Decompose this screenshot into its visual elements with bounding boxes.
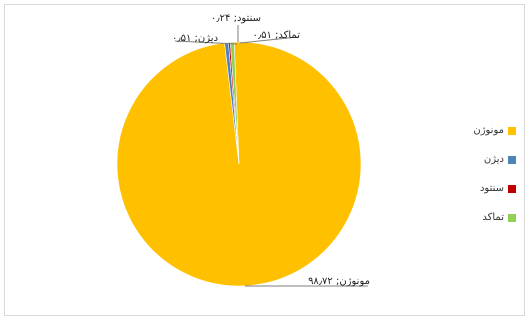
legend-swatch <box>508 184 516 193</box>
leader-line-3 <box>239 36 299 44</box>
legend-label: سنتود <box>479 183 504 194</box>
data-label-2: سنتود; ۰٫۲۴ <box>211 13 261 24</box>
chart-legend: مونوژن دیژن سنتود تماکد <box>446 116 516 232</box>
legend-item-sentod: سنتود <box>446 174 516 203</box>
pie-slice-3 <box>229 41 240 165</box>
legend-item-digen: دیژن <box>446 145 516 174</box>
legend-swatch <box>508 126 516 135</box>
legend-swatch <box>508 155 516 164</box>
legend-item-tamakd: تماکد <box>446 203 516 232</box>
data-label-3: تماکد; ۰٫۵۱ <box>252 30 300 41</box>
data-label-0: مونوژن; ۹۸٫۷۲ <box>308 276 370 287</box>
leader-line-1 <box>174 40 238 45</box>
data-label-1: دیژن; ۰٫۵۱ <box>172 33 218 44</box>
legend-label: مونوژن <box>473 125 504 136</box>
legend-label: دیژن <box>483 154 504 165</box>
legend-label: تماکد <box>482 212 504 223</box>
legend-item-monogen: مونوژن <box>446 116 516 145</box>
legend-swatch <box>508 213 516 222</box>
